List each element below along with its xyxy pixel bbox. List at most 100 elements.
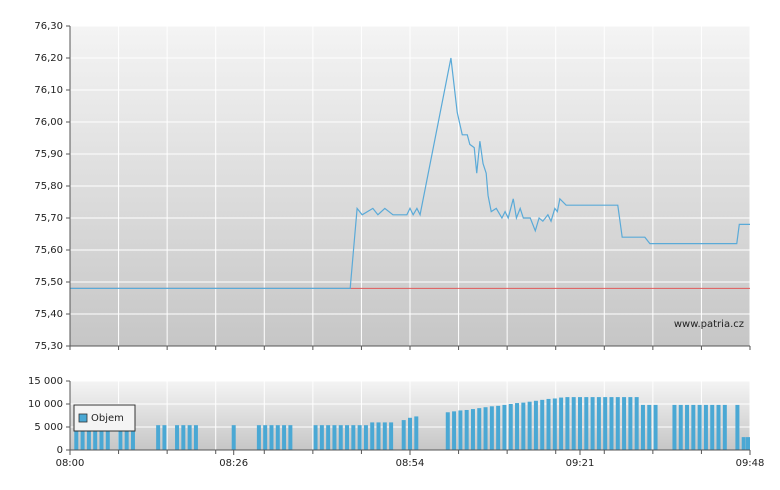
volume-bar (590, 397, 595, 450)
y-tick-label: 5 000 (34, 422, 63, 433)
volume-bar (552, 398, 557, 450)
y-tick-label: 76,10 (34, 85, 63, 96)
legend-swatch (78, 413, 88, 423)
volume-bar (640, 404, 645, 450)
volume-bar (326, 425, 331, 450)
volume-bar (338, 425, 343, 450)
volume-bar (156, 425, 161, 450)
volume-bar (376, 422, 381, 450)
y-tick-label: 75,70 (34, 213, 63, 224)
volume-bar (483, 407, 488, 450)
volume-bar (288, 425, 293, 450)
volume-bar (703, 404, 708, 450)
volume-bar (452, 411, 457, 450)
volume-bar (401, 420, 406, 450)
legend-label: Objem (91, 413, 124, 424)
y-tick-label: 75,60 (34, 245, 63, 256)
x-tick-label: 08:54 (396, 458, 425, 469)
volume-bar (615, 397, 620, 450)
volume-bar (193, 425, 198, 450)
volume-bar (678, 404, 683, 450)
y-tick-label: 10 000 (28, 399, 63, 410)
volume-bar (319, 425, 324, 450)
volume-bar (99, 425, 104, 450)
volume-bar (565, 397, 570, 450)
volume-bar (357, 425, 362, 450)
volume-bar (458, 410, 463, 450)
volume-bar (653, 404, 658, 450)
y-tick-label: 75,40 (34, 309, 63, 320)
x-tick-label: 09:48 (736, 458, 765, 469)
volume-bar (540, 399, 545, 450)
volume-bar (86, 425, 91, 450)
volume-bar (181, 425, 186, 450)
volume-bar (496, 405, 501, 450)
volume-bar (527, 401, 532, 450)
volume-bar (735, 404, 740, 450)
volume-bar (345, 425, 350, 450)
y-tick-label: 0 (57, 445, 63, 456)
volume-bar (263, 425, 268, 450)
volume-bar (578, 397, 582, 450)
volume-bar (546, 398, 551, 450)
volume-bar (187, 425, 192, 450)
volume-bar (464, 409, 469, 450)
volume-bar (741, 437, 746, 450)
volume-bar (634, 397, 639, 450)
y-tick-label: 75,50 (34, 277, 63, 288)
volume-bar (716, 404, 721, 450)
volume-bar (93, 425, 98, 450)
y-tick-label: 76,30 (34, 21, 63, 32)
volume-bar (408, 417, 412, 450)
y-tick-label: 75,30 (34, 341, 63, 352)
y-tick-label: 76,00 (34, 117, 63, 128)
volume-bar (596, 397, 601, 450)
x-tick-label: 09:21 (566, 458, 595, 469)
volume-bar (124, 425, 129, 450)
volume-bar (746, 437, 750, 450)
volume-bar (332, 425, 337, 450)
volume-bar (382, 422, 387, 450)
volume-bar (672, 404, 677, 450)
volume-bar (118, 425, 123, 450)
volume-bar (105, 425, 110, 450)
volume-bar (722, 404, 727, 450)
volume-bar (175, 425, 180, 450)
volume-bar (414, 416, 419, 450)
volume-bar (256, 425, 261, 450)
volume-bar (533, 400, 538, 450)
volume-bar (363, 425, 368, 450)
volume-bar (685, 404, 690, 450)
volume-bar (275, 425, 280, 450)
volume-bar (282, 425, 287, 450)
volume-bar (130, 425, 135, 450)
volume-bar (445, 412, 450, 450)
volume-bar (691, 404, 696, 450)
volume-bar (80, 425, 85, 450)
volume-bar (477, 408, 482, 450)
volume-bar (231, 425, 236, 450)
volume-bar (351, 425, 356, 450)
volume-bar (370, 422, 375, 450)
volume-bar (628, 397, 633, 450)
volume-bar (515, 403, 520, 450)
volume-bar (584, 397, 589, 450)
x-tick-label: 08:00 (56, 458, 85, 469)
volume-bar (470, 409, 475, 450)
volume-bar (603, 397, 608, 450)
price-line (70, 57, 750, 289)
volume-bar (508, 404, 513, 450)
volume-bar (313, 425, 318, 450)
volume-bar (489, 406, 494, 450)
y-tick-label: 75,90 (34, 149, 63, 160)
y-tick-label: 75,80 (34, 181, 63, 192)
volume-bar (647, 404, 652, 450)
x-tick-label: 08:26 (219, 458, 248, 469)
volume-bar (269, 425, 274, 450)
volume-bar (502, 404, 507, 450)
volume-bar (622, 397, 627, 450)
watermark: www.patria.cz (674, 319, 744, 330)
volume-bar (559, 397, 564, 450)
y-tick-label: 76,20 (34, 53, 63, 64)
